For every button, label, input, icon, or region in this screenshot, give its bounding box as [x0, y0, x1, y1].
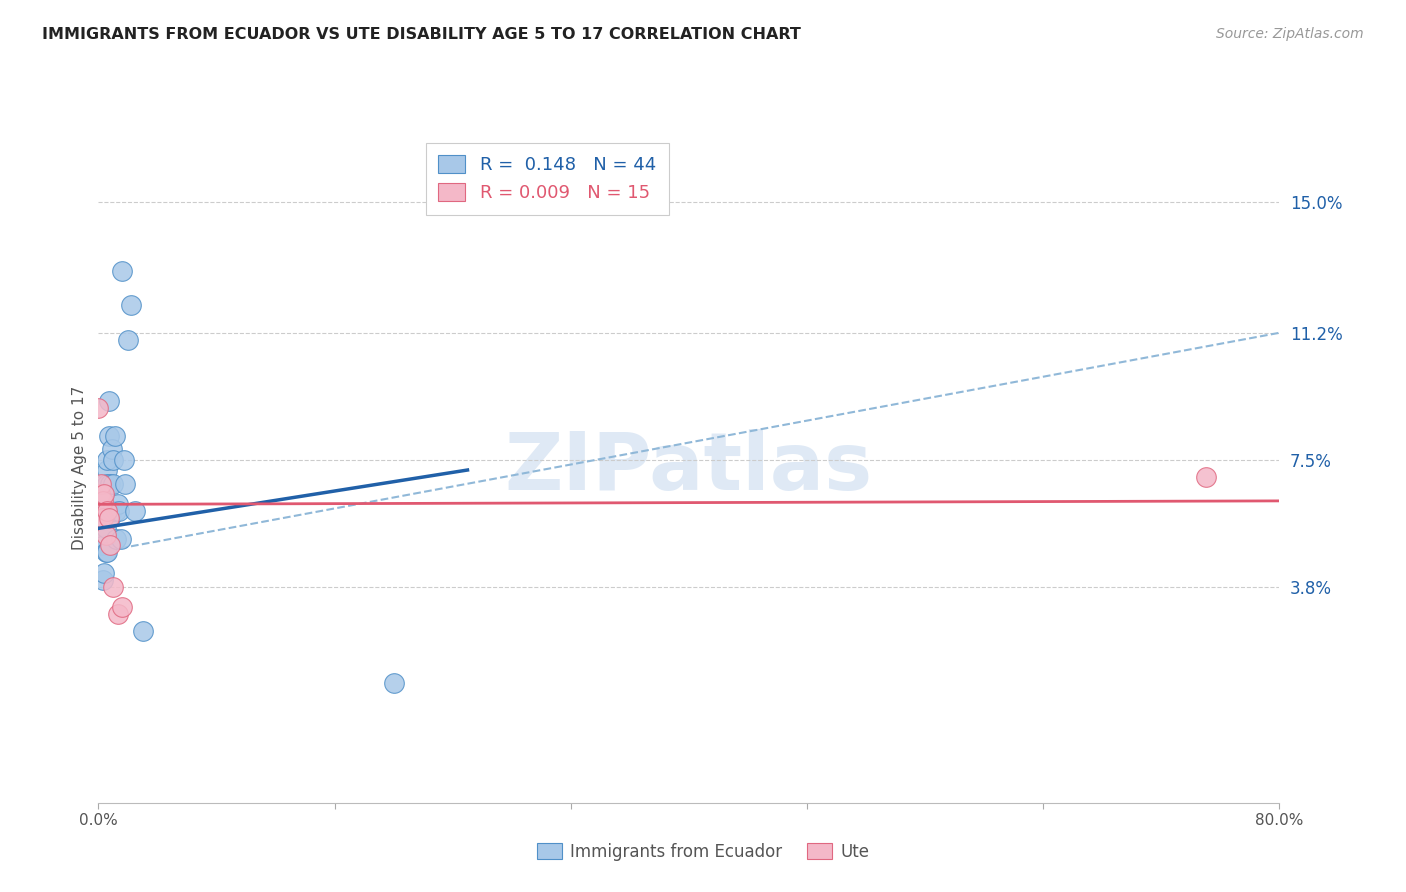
Point: [94, 545, 117, 559]
Text: ZIPatlas: ZIPatlas: [505, 429, 873, 508]
Point: [90, 476, 112, 491]
Point: [89, 487, 111, 501]
Point: [93, 566, 115, 580]
Point: [108, 504, 131, 518]
Point: [98, 476, 121, 491]
Legend: R =  0.148   N = 44, R = 0.009   N = 15: R = 0.148 N = 44, R = 0.009 N = 15: [426, 143, 669, 215]
Point: [103, 452, 125, 467]
Text: IMMIGRANTS FROM ECUADOR VS UTE DISABILITY AGE 5 TO 17 CORRELATION CHART: IMMIGRANTS FROM ECUADOR VS UTE DISABILIT…: [42, 27, 801, 42]
Point: [103, 580, 125, 594]
Point: [100, 442, 122, 457]
Y-axis label: Disability Age 5 to 17: Disability Age 5 to 17: [72, 386, 87, 550]
Point: [93, 487, 115, 501]
Point: [111, 600, 134, 615]
Point: [132, 624, 155, 639]
Point: [89, 532, 111, 546]
Point: [111, 264, 134, 278]
Point: [96, 504, 118, 518]
Point: [120, 298, 142, 312]
Point: [98, 511, 121, 525]
Point: [96, 476, 118, 491]
Point: [90, 539, 112, 553]
Point: [91, 504, 114, 518]
Point: [90, 511, 112, 525]
Point: [103, 476, 125, 491]
Point: [112, 452, 135, 467]
Point: [382, 675, 405, 690]
Point: [94, 528, 117, 542]
Point: [91, 511, 114, 525]
Point: [97, 511, 120, 525]
Point: [94, 504, 117, 518]
Point: [89, 504, 111, 518]
Point: [105, 504, 128, 518]
Point: [93, 539, 115, 553]
Point: [94, 521, 117, 535]
Point: [117, 333, 139, 347]
Point: [97, 394, 120, 409]
Point: [107, 607, 129, 621]
Point: [93, 476, 115, 491]
Point: [91, 532, 114, 546]
Point: [107, 497, 129, 511]
Point: [96, 463, 118, 477]
Point: [97, 428, 120, 442]
Point: [90, 511, 112, 525]
Point: [1195, 470, 1218, 484]
Point: [114, 476, 136, 491]
Point: [98, 539, 121, 553]
Point: [96, 545, 118, 559]
Point: [97, 504, 120, 518]
Point: [124, 504, 146, 518]
Point: [105, 532, 128, 546]
Point: [91, 573, 114, 587]
Point: [87, 401, 110, 416]
Point: [93, 487, 115, 501]
Legend: Immigrants from Ecuador, Ute: Immigrants from Ecuador, Ute: [529, 835, 877, 869]
Point: [110, 532, 132, 546]
Point: [90, 497, 112, 511]
Point: [104, 428, 127, 442]
Point: [100, 504, 122, 518]
Point: [91, 494, 114, 508]
Point: [91, 511, 114, 525]
Point: [91, 504, 114, 518]
Point: [96, 452, 118, 467]
Text: Source: ZipAtlas.com: Source: ZipAtlas.com: [1216, 27, 1364, 41]
